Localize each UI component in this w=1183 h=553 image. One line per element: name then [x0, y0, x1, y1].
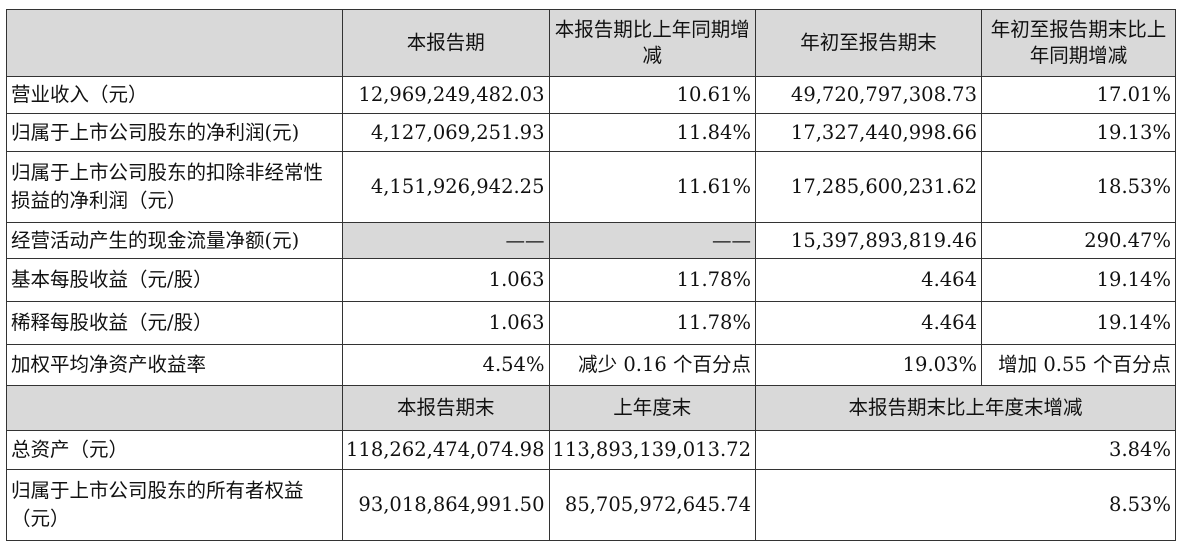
cell-value: 19.13%: [981, 113, 1176, 152]
row-label-net-profit-deducted: 归属于上市公司股东的扣除非经常性损益的净利润（元）: [6, 151, 343, 223]
cell-value: 290.47%: [981, 222, 1176, 259]
cell-value: 减少 0.16 个百分点: [548, 344, 756, 386]
row-label-diluted-eps: 稀释每股收益（元/股）: [6, 301, 343, 345]
cell-value: 15,397,893,819.46: [755, 222, 982, 259]
table-row: 经营活动产生的现金流量净额(元) —— —— 15,397,893,819.46…: [6, 222, 1176, 259]
cell-value: 1.063: [342, 301, 550, 345]
table-row: 总资产（元） 118,262,474,074.98 113,893,139,01…: [6, 430, 1176, 470]
table-row: 加权平均净资产收益率 4.54% 减少 0.16 个百分点 19.03% 增加 …: [6, 344, 1176, 386]
cell-value: 11.61%: [548, 151, 756, 223]
header-year-to-date: 年初至报告期末: [755, 9, 982, 77]
cell-value: ——: [548, 222, 756, 259]
header-current-period: 本报告期: [342, 9, 550, 77]
header-period-end: 本报告期末: [342, 385, 550, 431]
cell-value: 17.01%: [981, 76, 1176, 114]
cell-value: 19.14%: [981, 258, 1176, 302]
cell-value: 85,705,972,645.74: [548, 469, 756, 541]
table-row: 归属于上市公司股东的净利润(元) 4,127,069,251.93 11.84%…: [6, 113, 1176, 152]
row-label-revenue: 营业收入（元）: [6, 76, 343, 114]
cell-value: 4,151,926,942.25: [342, 151, 550, 223]
cell-value: 4.464: [755, 301, 982, 345]
cell-value: 4.54%: [342, 344, 550, 386]
header-year-to-date-yoy: 年初至报告期末比上年同期增减: [981, 9, 1176, 77]
cell-value: 19.03%: [755, 344, 982, 386]
table-row: 稀释每股收益（元/股） 1.063 11.78% 4.464 19.14%: [6, 301, 1176, 345]
header-row-balance: 本报告期末 上年度末 本报告期末比上年度末增减: [6, 385, 1176, 431]
cell-value: 增加 0.55 个百分点: [981, 344, 1176, 386]
cell-value: 49,720,797,308.73: [755, 76, 982, 114]
cell-value: 19.14%: [981, 301, 1176, 345]
cell-value: 12,969,249,482.03: [342, 76, 550, 114]
table-row: 营业收入（元） 12,969,249,482.03 10.61% 49,720,…: [6, 76, 1176, 114]
row-label-basic-eps: 基本每股收益（元/股）: [6, 258, 343, 302]
row-label-operating-cash-flow: 经营活动产生的现金流量净额(元): [6, 222, 343, 259]
cell-value: 8.53%: [755, 469, 1176, 541]
cell-value: 3.84%: [755, 430, 1176, 470]
table-row: 归属于上市公司股东的扣除非经常性损益的净利润（元） 4,151,926,942.…: [6, 151, 1176, 223]
cell-value: 93,018,864,991.50: [342, 469, 550, 541]
cell-value: 4.464: [755, 258, 982, 302]
cell-value: 118,262,474,074.98: [342, 430, 550, 470]
cell-value: 11.78%: [548, 258, 756, 302]
header-row-period: 本报告期 本报告期比上年同期增减 年初至报告期末 年初至报告期末比上年同期增减: [6, 9, 1176, 77]
header-prior-year-end: 上年度末: [548, 385, 756, 431]
cell-value: ——: [342, 222, 550, 259]
header-period-end-change: 本报告期末比上年度末增减: [755, 385, 1176, 431]
header-current-period-yoy: 本报告期比上年同期增减: [548, 9, 756, 77]
cell-value: 17,285,600,231.62: [755, 151, 982, 223]
cell-value: 113,893,139,013.72: [548, 430, 756, 470]
cell-value: 1.063: [342, 258, 550, 302]
header-corner-cell: [6, 9, 343, 77]
row-label-net-profit: 归属于上市公司股东的净利润(元): [6, 113, 343, 152]
cell-value: 17,327,440,998.66: [755, 113, 982, 152]
financial-summary-table: 本报告期 本报告期比上年同期增减 年初至报告期末 年初至报告期末比上年同期增减 …: [6, 9, 1176, 541]
row-label-roe: 加权平均净资产收益率: [6, 344, 343, 386]
cell-value: 4,127,069,251.93: [342, 113, 550, 152]
cell-value: 10.61%: [548, 76, 756, 114]
table-row: 基本每股收益（元/股） 1.063 11.78% 4.464 19.14%: [6, 258, 1176, 302]
row-label-equity: 归属于上市公司股东的所有者权益（元）: [6, 469, 343, 541]
cell-value: 11.78%: [548, 301, 756, 345]
header-corner-cell: [6, 385, 343, 431]
table-row: 归属于上市公司股东的所有者权益（元） 93,018,864,991.50 85,…: [6, 469, 1176, 541]
cell-value: 18.53%: [981, 151, 1176, 223]
cell-value: 11.84%: [548, 113, 756, 152]
row-label-total-assets: 总资产（元）: [6, 430, 343, 470]
